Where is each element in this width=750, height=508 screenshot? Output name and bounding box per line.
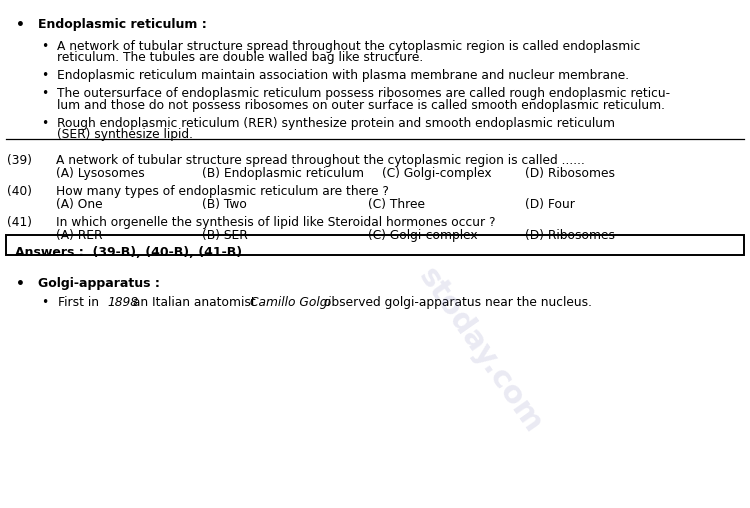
Text: •: •: [16, 18, 26, 33]
Text: (B) Endoplasmic reticulum: (B) Endoplasmic reticulum: [202, 167, 364, 180]
Text: observed golgi-apparatus near the nucleus.: observed golgi-apparatus near the nucleu…: [320, 296, 592, 309]
Text: In which orgenelle the synthesis of lipid like Steroidal hormones occur ?: In which orgenelle the synthesis of lipi…: [56, 216, 496, 230]
Text: Endoplasmic reticulum :: Endoplasmic reticulum :: [38, 18, 206, 31]
Text: stoday.com: stoday.com: [413, 263, 548, 438]
Text: How many types of endoplasmic reticulum are there ?: How many types of endoplasmic reticulum …: [56, 185, 389, 199]
Text: reticulum. The tubules are double walled bag like structure.: reticulum. The tubules are double walled…: [57, 51, 423, 64]
Text: (D) Ribosomes: (D) Ribosomes: [525, 229, 615, 242]
Text: •: •: [16, 277, 26, 291]
Text: (B) Two: (B) Two: [202, 198, 248, 211]
Text: Answers :  (39-B), (40-B), (41-B): Answers : (39-B), (40-B), (41-B): [15, 246, 242, 259]
Text: (D) Ribosomes: (D) Ribosomes: [525, 167, 615, 180]
Text: (A) Lysosomes: (A) Lysosomes: [56, 167, 145, 180]
Text: First in: First in: [58, 296, 103, 309]
Text: The outersurface of endoplasmic reticulum possess ribosomes are called rough end: The outersurface of endoplasmic reticulu…: [57, 87, 670, 101]
FancyBboxPatch shape: [6, 235, 744, 255]
Text: •: •: [41, 40, 49, 53]
Text: •: •: [41, 69, 49, 82]
Text: (40): (40): [8, 185, 32, 199]
Text: •: •: [41, 87, 49, 101]
Text: Endoplasmic reticulum maintain association with plasma membrane and nucleur memb: Endoplasmic reticulum maintain associati…: [57, 69, 629, 82]
Text: A network of tubular structure spread throughout the cytoplasmic region is calle: A network of tubular structure spread th…: [57, 40, 640, 53]
Text: Camillo Golgi: Camillo Golgi: [251, 296, 331, 309]
Text: (C) Three: (C) Three: [368, 198, 424, 211]
Text: Rough endoplasmic reticulum (RER) synthesize protein and smooth endoplasmic reti: Rough endoplasmic reticulum (RER) synthe…: [57, 117, 615, 130]
Text: A network of tubular structure spread throughout the cytoplasmic region is calle: A network of tubular structure spread th…: [56, 154, 585, 168]
Text: Golgi-apparatus :: Golgi-apparatus :: [38, 277, 159, 290]
Text: (41): (41): [8, 216, 32, 230]
Text: (C) Golgi-complex: (C) Golgi-complex: [382, 167, 492, 180]
Text: (B) SER: (B) SER: [202, 229, 248, 242]
Text: (D) Four: (D) Four: [525, 198, 574, 211]
Text: (A) One: (A) One: [56, 198, 103, 211]
Text: •: •: [41, 117, 49, 130]
Text: lum and those do not possess ribosomes on outer surface is called smooth endopla: lum and those do not possess ribosomes o…: [57, 99, 665, 112]
Text: (C) Golgi-complex: (C) Golgi-complex: [368, 229, 477, 242]
Text: (SER) synthesize lipid.: (SER) synthesize lipid.: [57, 128, 193, 141]
Text: •: •: [41, 296, 49, 309]
Text: (39): (39): [8, 154, 32, 168]
Text: 1898: 1898: [107, 296, 138, 309]
Text: an Italian anatomist: an Italian anatomist: [129, 296, 260, 309]
Text: (A) RER: (A) RER: [56, 229, 103, 242]
